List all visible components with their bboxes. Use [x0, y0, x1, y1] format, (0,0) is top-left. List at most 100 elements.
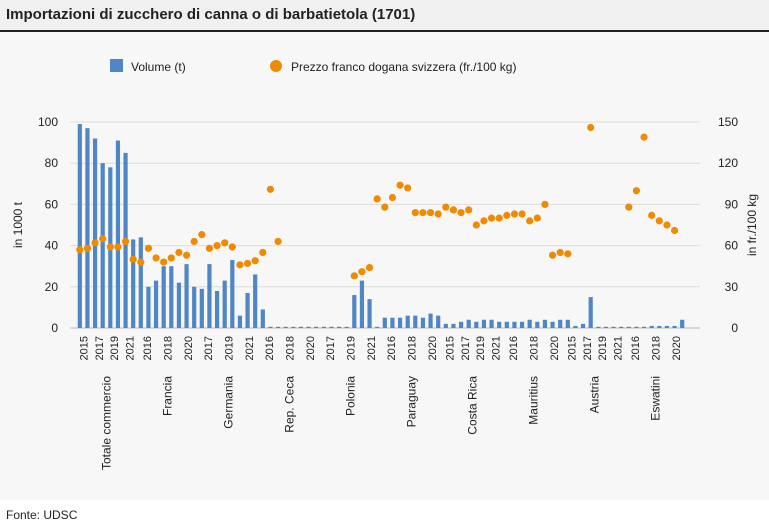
- point-price: [541, 200, 549, 208]
- point-price: [213, 242, 221, 250]
- x-year-label: 2019: [597, 336, 609, 360]
- bar-volume: [314, 326, 319, 328]
- legend-label: Prezzo franco dogana svizzera (fr./100 k…: [291, 60, 516, 74]
- bar-volume: [153, 280, 159, 328]
- x-year-label: 2020: [183, 336, 195, 360]
- x-year-label: 2016: [630, 336, 642, 360]
- point-price: [121, 237, 130, 246]
- x-year-label: 2017: [203, 336, 215, 360]
- bar-volume: [565, 319, 570, 328]
- point-price: [152, 254, 160, 262]
- point-price: [426, 209, 435, 217]
- point-price: [632, 187, 641, 195]
- point-price: [350, 272, 358, 280]
- point-price: [83, 244, 92, 252]
- x-group-label: Totale commercio: [100, 376, 114, 470]
- point-price: [670, 226, 679, 235]
- x-year-label: 2018: [407, 336, 419, 360]
- x-year-label: 2016: [264, 336, 276, 360]
- bar-volume: [680, 319, 685, 328]
- bar-volume: [443, 323, 448, 328]
- y-right-tick: 150: [718, 115, 738, 129]
- point-price: [381, 203, 389, 211]
- title-bar: Importazioni di zucchero di canna o di b…: [0, 0, 769, 32]
- x-group-label: Germania: [222, 376, 236, 429]
- bar-volume: [367, 299, 372, 328]
- point-price: [388, 193, 397, 202]
- bar-volume: [321, 326, 326, 328]
- x-year-label: 2017: [94, 336, 106, 360]
- y-left-tick: 20: [45, 280, 59, 294]
- bar-volume: [268, 326, 273, 328]
- point-price: [457, 209, 465, 217]
- bar-volume: [519, 321, 525, 328]
- bar-volume: [329, 326, 334, 328]
- x-year-label: 2019: [346, 336, 358, 360]
- point-price: [236, 261, 244, 269]
- bar-volume: [253, 274, 258, 328]
- x-year-label: 2021: [244, 336, 256, 360]
- point-price: [228, 243, 236, 251]
- x-year-label: 2018: [285, 336, 297, 360]
- bar-volume: [237, 315, 243, 328]
- bar-volume: [603, 326, 609, 328]
- bar-volume: [672, 325, 677, 328]
- x-year-label: 2017: [325, 336, 337, 360]
- point-price: [205, 244, 214, 252]
- x-year-label: 2018: [651, 336, 663, 360]
- bar-volume: [184, 264, 189, 328]
- point-price: [465, 206, 473, 214]
- y-left-tick: 80: [45, 156, 59, 170]
- point-price: [640, 133, 648, 141]
- point-price: [411, 209, 419, 217]
- x-year-label: 2020: [549, 336, 561, 360]
- legend-swatch-volume: [110, 59, 123, 72]
- point-price: [648, 211, 656, 219]
- bar-volume: [245, 292, 250, 328]
- x-group-label: Rep. Ceca: [283, 376, 297, 433]
- x-group-label: Paraguay: [405, 376, 419, 427]
- point-price: [358, 268, 366, 276]
- bar-volume: [298, 326, 304, 328]
- bar-volume: [550, 321, 555, 328]
- bar-volume: [131, 239, 136, 328]
- legend-label: Volume (t): [131, 60, 186, 74]
- point-price: [625, 203, 633, 211]
- x-year-label: 2016: [386, 336, 398, 360]
- point-price: [167, 254, 175, 262]
- point-price: [518, 210, 526, 218]
- x-year-label: 2021: [124, 336, 136, 360]
- chart-panel: [0, 32, 769, 500]
- bar-volume: [77, 124, 82, 328]
- bar-volume: [344, 326, 349, 328]
- bar-volume: [428, 313, 433, 328]
- bar-volume: [306, 326, 311, 328]
- x-year-label: 2017: [582, 336, 594, 360]
- point-price: [495, 214, 503, 222]
- bar-volume: [161, 266, 166, 328]
- bar-volume: [504, 321, 509, 328]
- point-price: [114, 243, 122, 251]
- x-year-label: 2021: [366, 336, 378, 360]
- bar-volume: [542, 319, 548, 328]
- bar-volume: [535, 321, 540, 328]
- x-year-label: 2019: [475, 336, 487, 360]
- y-right-axis-title: in fr./100 kg: [745, 194, 759, 256]
- point-price: [487, 214, 496, 222]
- bar-volume: [230, 260, 235, 328]
- bar-volume: [626, 326, 631, 328]
- point-price: [655, 217, 663, 225]
- point-price: [99, 235, 107, 243]
- y-right-tick: 120: [718, 156, 738, 170]
- point-price: [434, 210, 442, 218]
- bar-volume: [481, 319, 487, 328]
- bar-volume: [115, 140, 121, 328]
- point-price: [243, 259, 252, 268]
- point-price: [175, 248, 183, 257]
- x-year-label: 2015: [567, 336, 579, 360]
- bar-volume: [375, 326, 380, 328]
- point-price: [365, 263, 374, 272]
- bar-volume: [512, 321, 517, 328]
- bar-volume: [527, 319, 532, 328]
- bar-volume: [176, 282, 182, 328]
